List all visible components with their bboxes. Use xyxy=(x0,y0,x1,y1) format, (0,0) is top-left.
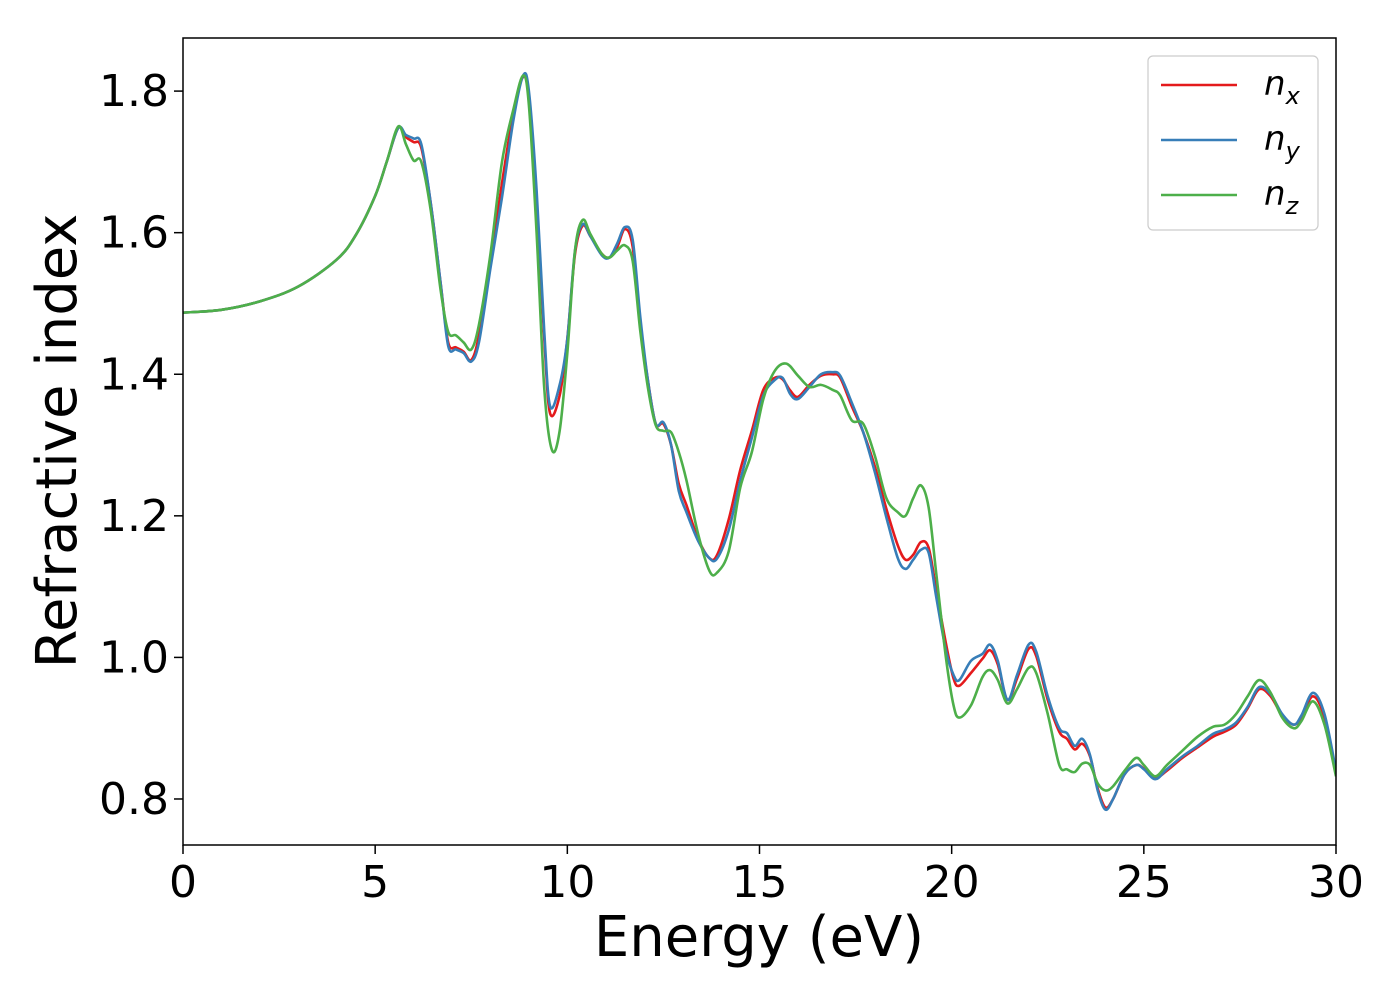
series-layer xyxy=(183,71,1336,812)
y-tick-label: 1.2 xyxy=(99,491,169,542)
y-tick-label: 1.8 xyxy=(99,66,169,117)
legend: nx ny nz xyxy=(1147,55,1319,231)
y-tick-label: 1.0 xyxy=(99,632,169,683)
y-tick-label: 1.4 xyxy=(99,349,169,400)
y-tick-label: 1.6 xyxy=(99,208,169,259)
x-tick-label: 15 xyxy=(732,857,788,908)
series-line-nz xyxy=(183,74,1336,792)
legend-label-nx: nx xyxy=(1264,64,1301,110)
legend-label-ny: ny xyxy=(1264,119,1301,165)
x-tick-label: 25 xyxy=(1116,857,1172,908)
x-tick-label: 10 xyxy=(539,857,595,908)
legend-box xyxy=(1147,55,1319,231)
legend-label-nz: nz xyxy=(1264,174,1300,220)
x-tick-label: 20 xyxy=(924,857,980,908)
series-line-ny xyxy=(183,71,1336,812)
x-axis-ticks: 0 5 10 15 20 25 30 xyxy=(169,845,1364,908)
y-axis-title: Refractive index xyxy=(25,214,90,669)
x-tick-label: 0 xyxy=(169,857,197,908)
x-tick-label: 30 xyxy=(1308,857,1364,908)
x-axis-title: Energy (eV) xyxy=(594,905,924,970)
x-tick-label: 5 xyxy=(361,857,389,908)
y-tick-label: 0.8 xyxy=(99,774,169,825)
y-axis-ticks: 0.8 1.0 1.2 1.4 1.6 1.8 xyxy=(99,66,183,825)
